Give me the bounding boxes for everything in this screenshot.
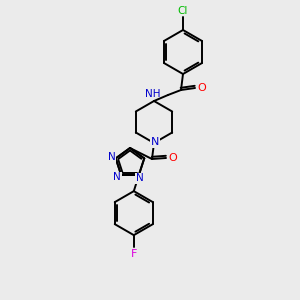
Text: N: N (108, 152, 116, 162)
Text: O: O (169, 153, 177, 163)
Text: Cl: Cl (178, 6, 188, 16)
Text: N: N (136, 173, 144, 183)
Text: N: N (113, 172, 121, 182)
Text: O: O (198, 83, 206, 93)
Text: F: F (130, 249, 137, 259)
Text: N: N (151, 137, 159, 147)
Text: NH: NH (146, 89, 161, 99)
